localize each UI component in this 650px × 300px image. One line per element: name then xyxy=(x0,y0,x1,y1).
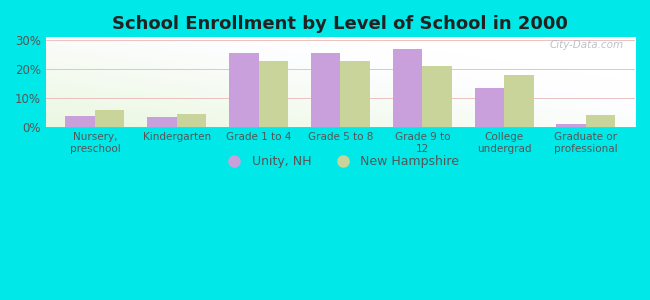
Bar xyxy=(474,88,504,127)
Bar xyxy=(393,49,422,127)
Bar xyxy=(95,110,124,127)
Bar xyxy=(422,66,452,127)
Bar xyxy=(259,61,288,127)
Bar xyxy=(148,116,177,127)
Legend: Unity, NH, New Hampshire: Unity, NH, New Hampshire xyxy=(217,150,464,173)
Bar xyxy=(177,114,206,127)
Bar xyxy=(229,53,259,127)
Text: City-Data.com: City-Data.com xyxy=(549,40,623,50)
Bar xyxy=(66,116,95,127)
Bar xyxy=(556,124,586,127)
Title: School Enrollment by Level of School in 2000: School Enrollment by Level of School in … xyxy=(112,15,568,33)
Bar xyxy=(504,75,534,127)
Bar xyxy=(311,53,341,127)
Bar xyxy=(586,115,616,127)
Bar xyxy=(341,61,370,127)
